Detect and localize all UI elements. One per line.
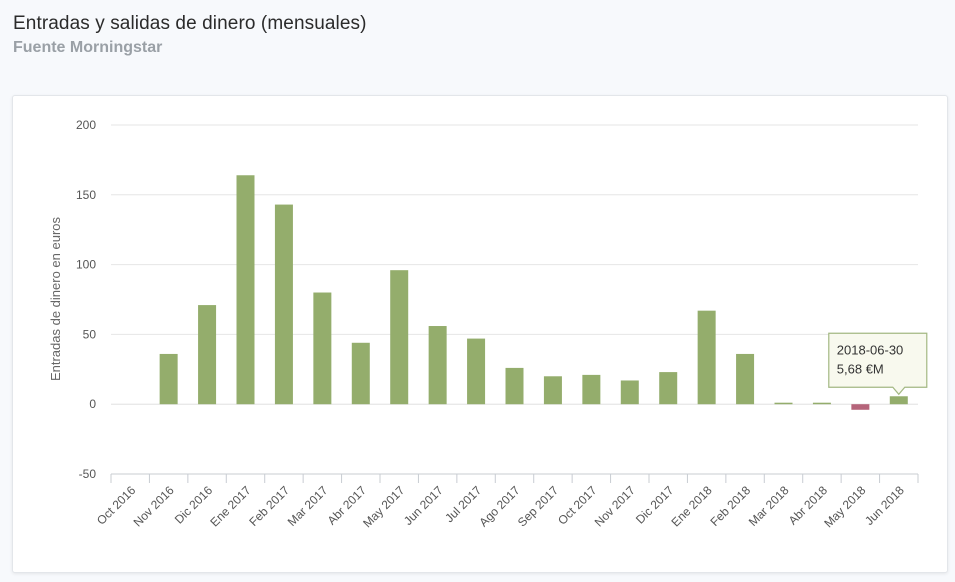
x-tick-label: Mar 2018 [746, 483, 792, 529]
y-tick-label: -50 [79, 467, 97, 481]
bar[interactable] [697, 310, 716, 405]
y-tick-label: 150 [76, 188, 96, 202]
x-tick-label: Ene 2017 [207, 483, 253, 529]
bar[interactable] [505, 367, 524, 405]
x-tick-label: Mar 2017 [285, 483, 331, 529]
bar[interactable] [736, 353, 755, 405]
bar[interactable] [159, 353, 178, 405]
y-tick-label: 0 [89, 397, 96, 411]
chart-card: 200 150 100 50 0 -50 Oct 2016 Nov 2016 Dic 2016 E… [12, 95, 948, 573]
chart-subtitle: Fuente Morningstar [13, 39, 163, 56]
x-tick-label: Feb 2018 [707, 483, 753, 529]
bar[interactable] [543, 376, 562, 405]
tooltip-box [828, 332, 928, 396]
bar[interactable] [351, 342, 370, 405]
bar[interactable] [236, 175, 255, 405]
tooltip-value: 5,68 €M [837, 361, 884, 376]
x-tick-label: May 2017 [360, 483, 407, 530]
x-tick-label: Jun 2017 [401, 483, 446, 528]
bar[interactable] [198, 305, 217, 405]
x-tick-label: Ene 2018 [669, 483, 715, 529]
bar[interactable] [313, 292, 332, 405]
x-tick-label: May 2018 [821, 483, 868, 530]
x-tick-label: Ago 2017 [476, 483, 522, 529]
bar[interactable] [620, 380, 639, 405]
tooltip: 2018-06-30 5,68 €M [828, 332, 928, 396]
x-tick-label: Jun 2018 [862, 483, 907, 528]
bars-layer [159, 175, 908, 410]
grid-layer [111, 124, 918, 475]
x-tick-label: Sep 2017 [515, 483, 561, 529]
bar[interactable] [428, 326, 447, 405]
x-tick-label: Nov 2017 [592, 483, 638, 529]
y-tick-label: 100 [76, 258, 96, 272]
bar[interactable] [274, 204, 293, 405]
bar[interactable] [467, 338, 486, 405]
bar[interactable] [774, 402, 793, 405]
bar[interactable] [659, 372, 678, 405]
bar[interactable] [812, 402, 831, 405]
bar[interactable] [851, 404, 870, 410]
bar[interactable] [582, 374, 601, 405]
x-tick-label: Nov 2016 [131, 483, 177, 529]
bar[interactable] [390, 270, 409, 405]
bar[interactable] [889, 396, 908, 405]
tooltip-date: 2018-06-30 [837, 342, 904, 357]
y-tick-label: 200 [76, 118, 96, 132]
x-tick-label: Feb 2017 [246, 483, 292, 529]
y-axis-title: Entradas de dinero en euros [48, 216, 63, 381]
chart-title: Entradas y salidas de dinero (mensuales) [13, 13, 367, 34]
y-tick-label: 50 [83, 327, 97, 341]
